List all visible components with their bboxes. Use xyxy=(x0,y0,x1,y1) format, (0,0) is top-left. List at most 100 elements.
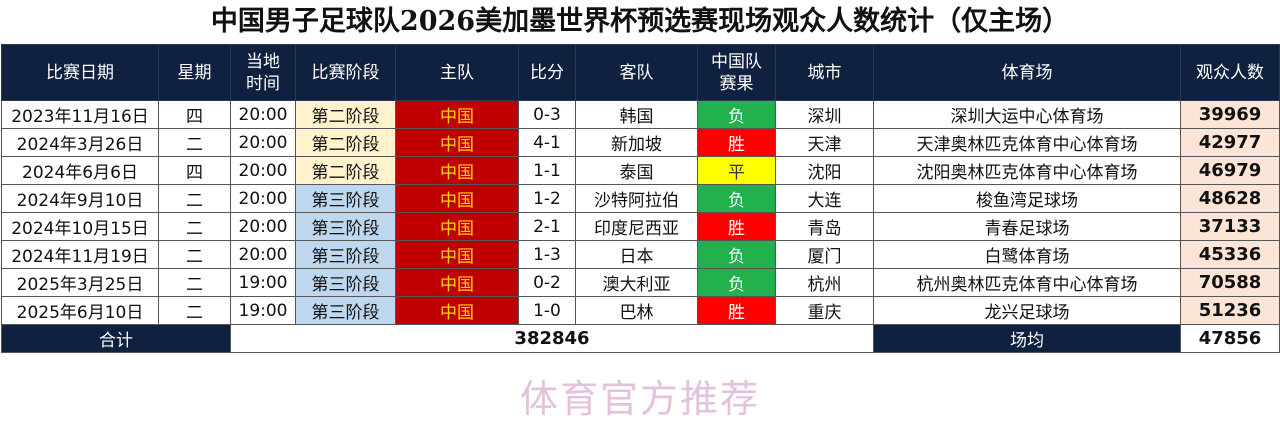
attendance-table: 比赛日期 星期 当地时间 比赛阶段 主队 比分 客队 中国队赛果 城市 体育场 观众人数 2023年… xyxy=(1,44,1280,353)
city-cell: 青岛 xyxy=(775,212,874,241)
watermark: 体育官方推荐 xyxy=(519,377,760,421)
home-team-cell: 中国 xyxy=(395,212,519,241)
date-cell: 2025年6月10日 xyxy=(1,296,159,325)
stage-cell: 第二阶段 xyxy=(295,156,396,185)
table-row: 2024年3月26日二 20:00 第二阶段 中国 4-1 新加坡胜天津 天津奥林匹克体育中… xyxy=(1,128,1280,157)
city-cell: 天津 xyxy=(775,128,874,157)
column-header: 中国队赛果 xyxy=(697,44,776,101)
local-time-cell: 20:00 xyxy=(230,128,296,157)
stadium-cell: 深圳大运中心体育场 xyxy=(873,100,1181,129)
score-cell: 1-0 xyxy=(518,296,576,325)
attendance-cell: 51236 xyxy=(1180,296,1280,325)
stage-cell: 第二阶段 xyxy=(295,128,396,157)
table-row: 2024年6月6日四 20:00 第二阶段 中国 1-1 泰国平沈阳 沈阳奥林匹克体育中心体… xyxy=(1,156,1280,185)
score-cell: 1-3 xyxy=(518,240,576,269)
date-cell: 2024年3月26日 xyxy=(1,128,159,157)
weekday-cell: 四 xyxy=(158,156,231,185)
weekday-cell: 二 xyxy=(158,212,231,241)
home-team-cell: 中国 xyxy=(395,268,519,297)
attendance-cell: 37133 xyxy=(1180,212,1280,241)
date-cell: 2024年9月10日 xyxy=(1,184,159,213)
local-time-cell: 20:00 xyxy=(230,100,296,129)
away-team-cell: 沙特阿拉伯 xyxy=(575,184,698,213)
stadium-cell: 沈阳奥林匹克体育中心体育场 xyxy=(873,156,1181,185)
stage-cell: 第二阶段 xyxy=(295,100,396,129)
city-cell: 厦门 xyxy=(775,240,874,269)
table-row: 2025年6月10日二 19:00 第三阶段 中国 1-0 巴林胜重庆 龙兴足球场 51236 xyxy=(1,296,1280,325)
column-header: 当地时间 xyxy=(230,44,296,101)
column-header: 主队 xyxy=(395,44,519,101)
away-team-cell: 印度尼西亚 xyxy=(575,212,698,241)
home-team-cell: 中国 xyxy=(395,240,519,269)
result-cell: 负 xyxy=(697,268,776,297)
away-team-cell: 韩国 xyxy=(575,100,698,129)
stadium-cell: 杭州奥林匹克体育中心体育场 xyxy=(873,268,1181,297)
date-cell: 2024年6月6日 xyxy=(1,156,159,185)
city-cell: 重庆 xyxy=(775,296,874,325)
date-cell: 2024年10月15日 xyxy=(1,212,159,241)
stadium-cell: 龙兴足球场 xyxy=(873,296,1181,325)
attendance-cell: 45336 xyxy=(1180,240,1280,269)
table-row: 2023年11月16日四 20:00 第二阶段 中国 0-3 韩国负深圳 深圳大运中心体育场… xyxy=(1,100,1280,129)
average-value: 47856 xyxy=(1180,324,1280,353)
score-cell: 0-3 xyxy=(518,100,576,129)
stage-cell: 第三阶段 xyxy=(295,268,396,297)
local-time-cell: 20:00 xyxy=(230,156,296,185)
column-header: 比赛日期 xyxy=(1,44,159,101)
result-cell: 负 xyxy=(697,240,776,269)
attendance-cell: 70588 xyxy=(1180,268,1280,297)
away-team-cell: 巴林 xyxy=(575,296,698,325)
home-team-cell: 中国 xyxy=(395,128,519,157)
local-time-cell: 20:00 xyxy=(230,184,296,213)
score-cell: 1-1 xyxy=(518,156,576,185)
score-cell: 1-2 xyxy=(518,184,576,213)
column-header: 比赛阶段 xyxy=(295,44,396,101)
home-team-cell: 中国 xyxy=(395,184,519,213)
local-time-cell: 20:00 xyxy=(230,212,296,241)
result-cell: 平 xyxy=(697,156,776,185)
local-time-cell: 19:00 xyxy=(230,268,296,297)
date-cell: 2024年11月19日 xyxy=(1,240,159,269)
weekday-cell: 四 xyxy=(158,100,231,129)
header-label: 当地时间 xyxy=(246,51,280,94)
stage-cell: 第三阶段 xyxy=(295,240,396,269)
column-header: 比分 xyxy=(518,44,576,101)
local-time-cell: 19:00 xyxy=(230,296,296,325)
local-time-cell: 20:00 xyxy=(230,240,296,269)
average-label: 场均 xyxy=(873,324,1181,353)
date-cell: 2025年3月25日 xyxy=(1,268,159,297)
weekday-cell: 二 xyxy=(158,184,231,213)
stadium-cell: 青春足球场 xyxy=(873,212,1181,241)
result-cell: 负 xyxy=(697,100,776,129)
stadium-cell: 天津奥林匹克体育中心体育场 xyxy=(873,128,1181,157)
column-header: 城市 xyxy=(775,44,874,101)
city-cell: 沈阳 xyxy=(775,156,874,185)
away-team-cell: 泰国 xyxy=(575,156,698,185)
column-header: 星期 xyxy=(158,44,231,101)
stadium-cell: 白鹭体育场 xyxy=(873,240,1181,269)
weekday-cell: 二 xyxy=(158,128,231,157)
page-title: 中国男子足球队2026美加墨世界杯预选赛现场观众人数统计（仅主场） xyxy=(210,6,1070,37)
total-row: 合计 382846 场均 47856 xyxy=(1,324,1280,353)
home-team-cell: 中国 xyxy=(395,156,519,185)
total-label: 合计 xyxy=(1,324,231,353)
away-team-cell: 日本 xyxy=(575,240,698,269)
attendance-cell: 46979 xyxy=(1180,156,1280,185)
date-cell: 2023年11月16日 xyxy=(1,100,159,129)
column-header: 客队 xyxy=(575,44,698,101)
table-row: 2024年11月19日二 20:00 第三阶段 中国 1-3 日本负厦门 白鹭体育场 4533… xyxy=(1,240,1280,269)
stage-cell: 第三阶段 xyxy=(295,212,396,241)
column-header: 体育场 xyxy=(873,44,1181,101)
attendance-cell: 48628 xyxy=(1180,184,1280,213)
weekday-cell: 二 xyxy=(158,268,231,297)
stage-cell: 第三阶段 xyxy=(295,296,396,325)
attendance-cell: 42977 xyxy=(1180,128,1280,157)
home-team-cell: 中国 xyxy=(395,100,519,129)
city-cell: 深圳 xyxy=(775,100,874,129)
column-header: 观众人数 xyxy=(1180,44,1280,101)
city-cell: 杭州 xyxy=(775,268,874,297)
table-row: 2024年10月15日二 20:00 第三阶段 中国 2-1 印度尼西亚胜青岛 青春足球场 3… xyxy=(1,212,1280,241)
stadium-cell: 梭鱼湾足球场 xyxy=(873,184,1181,213)
city-cell: 大连 xyxy=(775,184,874,213)
header-label: 中国队赛果 xyxy=(711,51,762,94)
